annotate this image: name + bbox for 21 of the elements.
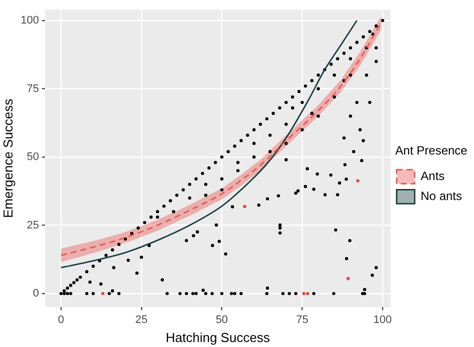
x-tick-label: 100 [373, 314, 392, 326]
point [306, 292, 310, 296]
x-tick-label: 0 [58, 314, 64, 326]
x-tick-label: 25 [135, 314, 148, 326]
x-axis-title: Hatching Success [166, 330, 270, 345]
point [302, 292, 306, 296]
y-tick-label: 50 [26, 151, 39, 164]
legend-label: No ants [420, 189, 462, 204]
point [101, 292, 104, 296]
point [356, 179, 360, 182]
y-tick-label: 100 [20, 14, 39, 27]
legend-title: Ant Presence [395, 144, 468, 158]
point [243, 204, 246, 208]
y-tick-label: 0 [32, 288, 39, 300]
y-axis-title: Emergence Success [0, 98, 16, 218]
y-tick-label: 75 [26, 82, 39, 95]
y-tick-label: 25 [26, 219, 39, 232]
x-tick-label: 75 [296, 314, 308, 326]
x-tick-label: 50 [216, 314, 228, 326]
point [346, 276, 350, 280]
legend-label: Ants [420, 169, 445, 184]
